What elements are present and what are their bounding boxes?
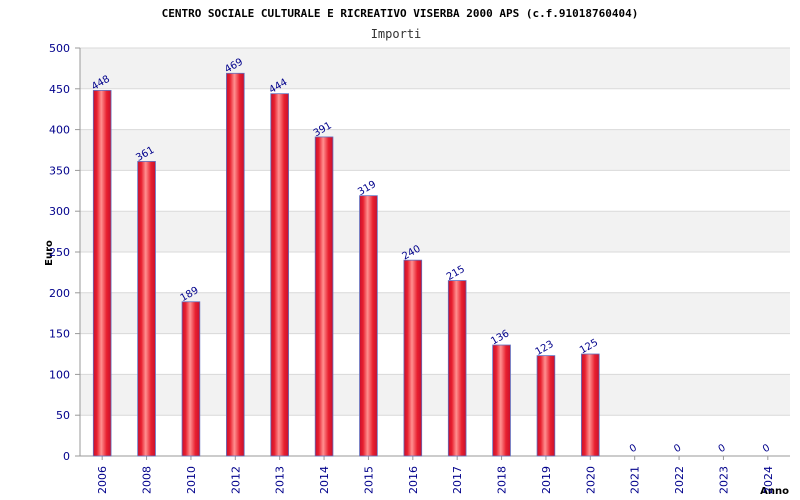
y-axis-label: Euro [44,240,55,266]
x-tick-label: 2018 [496,466,509,494]
x-tick-label: 2019 [540,466,553,494]
y-tick-label: 150 [49,328,70,341]
bar [536,355,556,457]
x-tick-label: 2024 [762,466,775,494]
x-tick-label: 2023 [717,466,730,494]
bar [581,353,600,457]
x-tick-label: 2022 [673,466,686,494]
grid-band [80,129,790,171]
grid-band [80,211,790,252]
x-tick-label: 2020 [584,466,597,494]
y-tick-label: 0 [63,450,70,463]
x-tick-label: 2016 [407,466,420,494]
chart-subtitle: Importi [371,27,422,41]
data-label: 0 [761,442,772,455]
y-tick-label: 200 [49,287,70,300]
bar [92,90,112,457]
grid-band [80,252,790,293]
x-tick-label: 2012 [229,466,242,494]
y-tick-label: 500 [49,42,70,55]
bar [359,195,378,457]
x-tick-label: 2010 [185,466,198,494]
bar [181,301,201,457]
data-label: 0 [628,442,639,455]
data-label: 0 [717,442,728,455]
y-tick-label: 100 [49,368,70,381]
x-tick-label: 2015 [362,466,375,494]
x-tick-label: 2013 [274,466,287,494]
y-tick-label: 250 [49,246,70,259]
y-tick-label: 300 [49,205,70,218]
plot-area: 0501001502002503003504004505004482006361… [49,42,790,494]
x-axis-label: Anno [760,486,789,497]
data-label: 0 [672,442,683,455]
y-tick-label: 350 [49,164,70,177]
y-tick-label: 400 [49,124,70,137]
x-tick-label: 2017 [451,466,464,494]
grid-band [80,48,790,89]
x-tick-label: 2006 [96,466,109,494]
bar [492,344,511,457]
bar [447,280,467,457]
grid-band [80,170,790,212]
x-tick-label: 2021 [629,466,642,494]
y-tick-label: 50 [56,409,70,422]
grid-band [80,88,790,130]
chart-title: CENTRO SOCIALE CULTURALE E RICREATIVO VI… [162,7,639,20]
x-tick-label: 2008 [141,466,154,494]
bar [403,259,423,457]
y-tick-label: 450 [49,83,70,96]
bar [270,93,289,457]
bar [314,136,334,457]
x-tick-label: 2014 [318,466,331,494]
bar [137,161,156,457]
bar [226,72,245,457]
